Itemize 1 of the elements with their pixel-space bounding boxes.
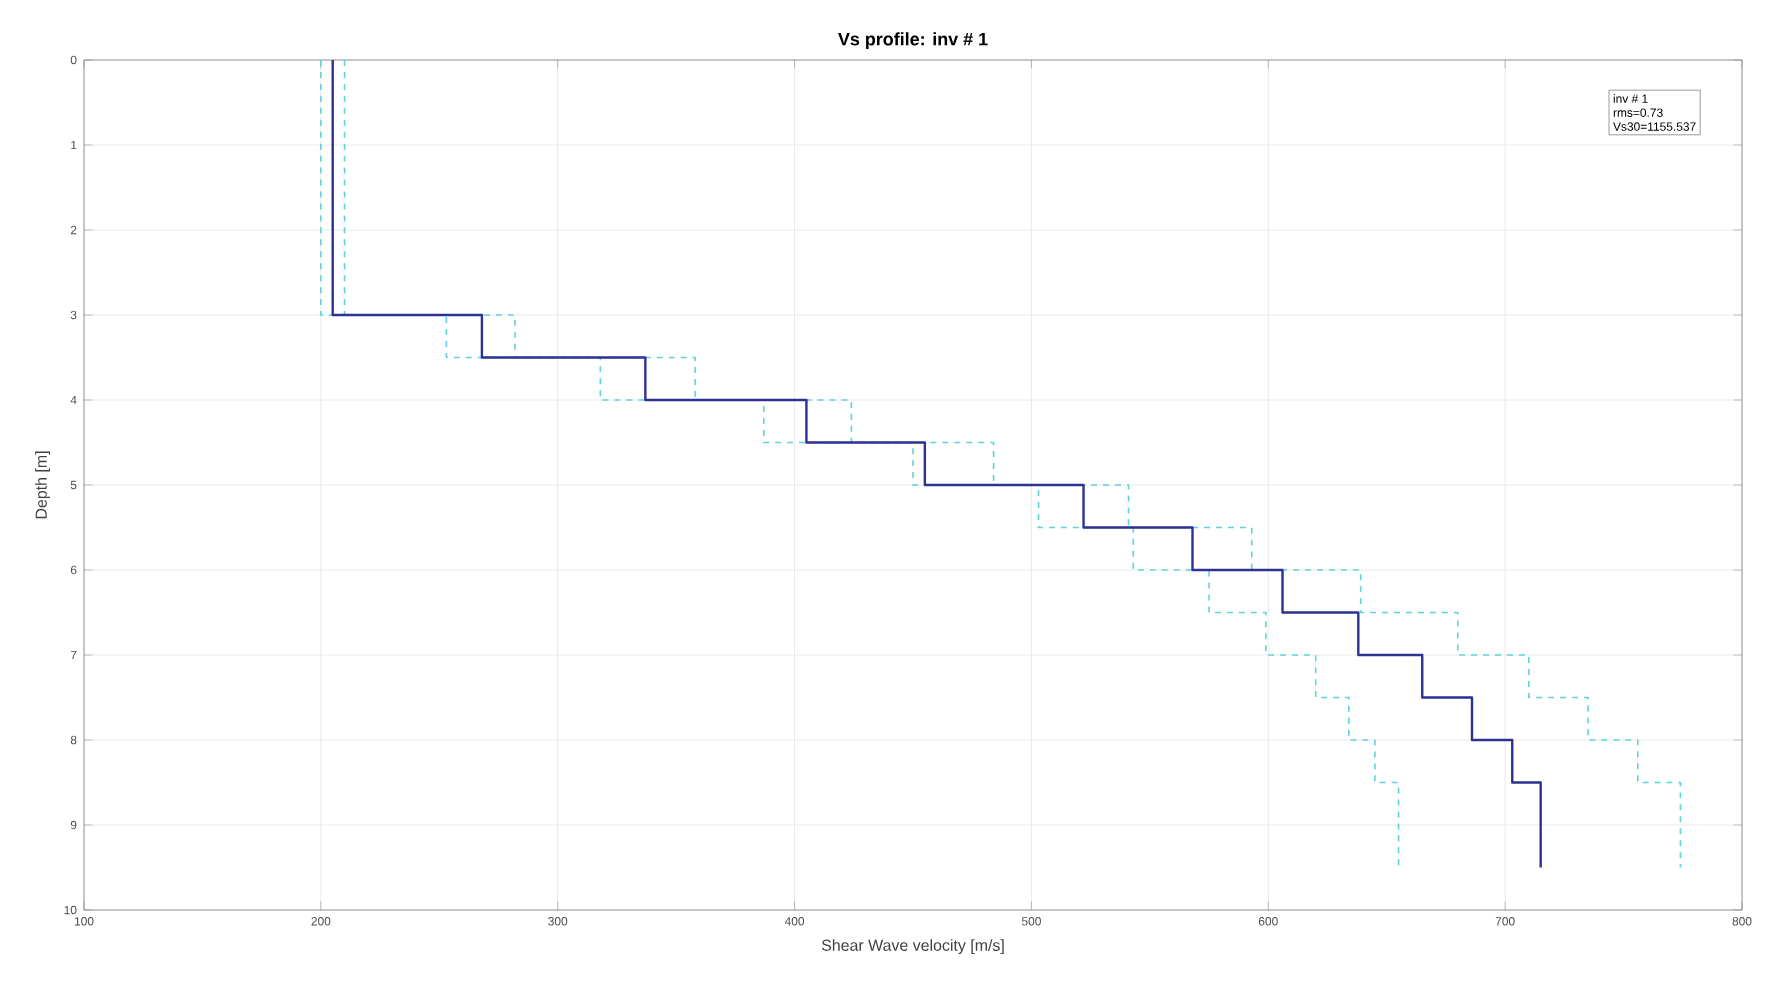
chart-title: Vs profile: inv # 1 xyxy=(838,32,988,49)
